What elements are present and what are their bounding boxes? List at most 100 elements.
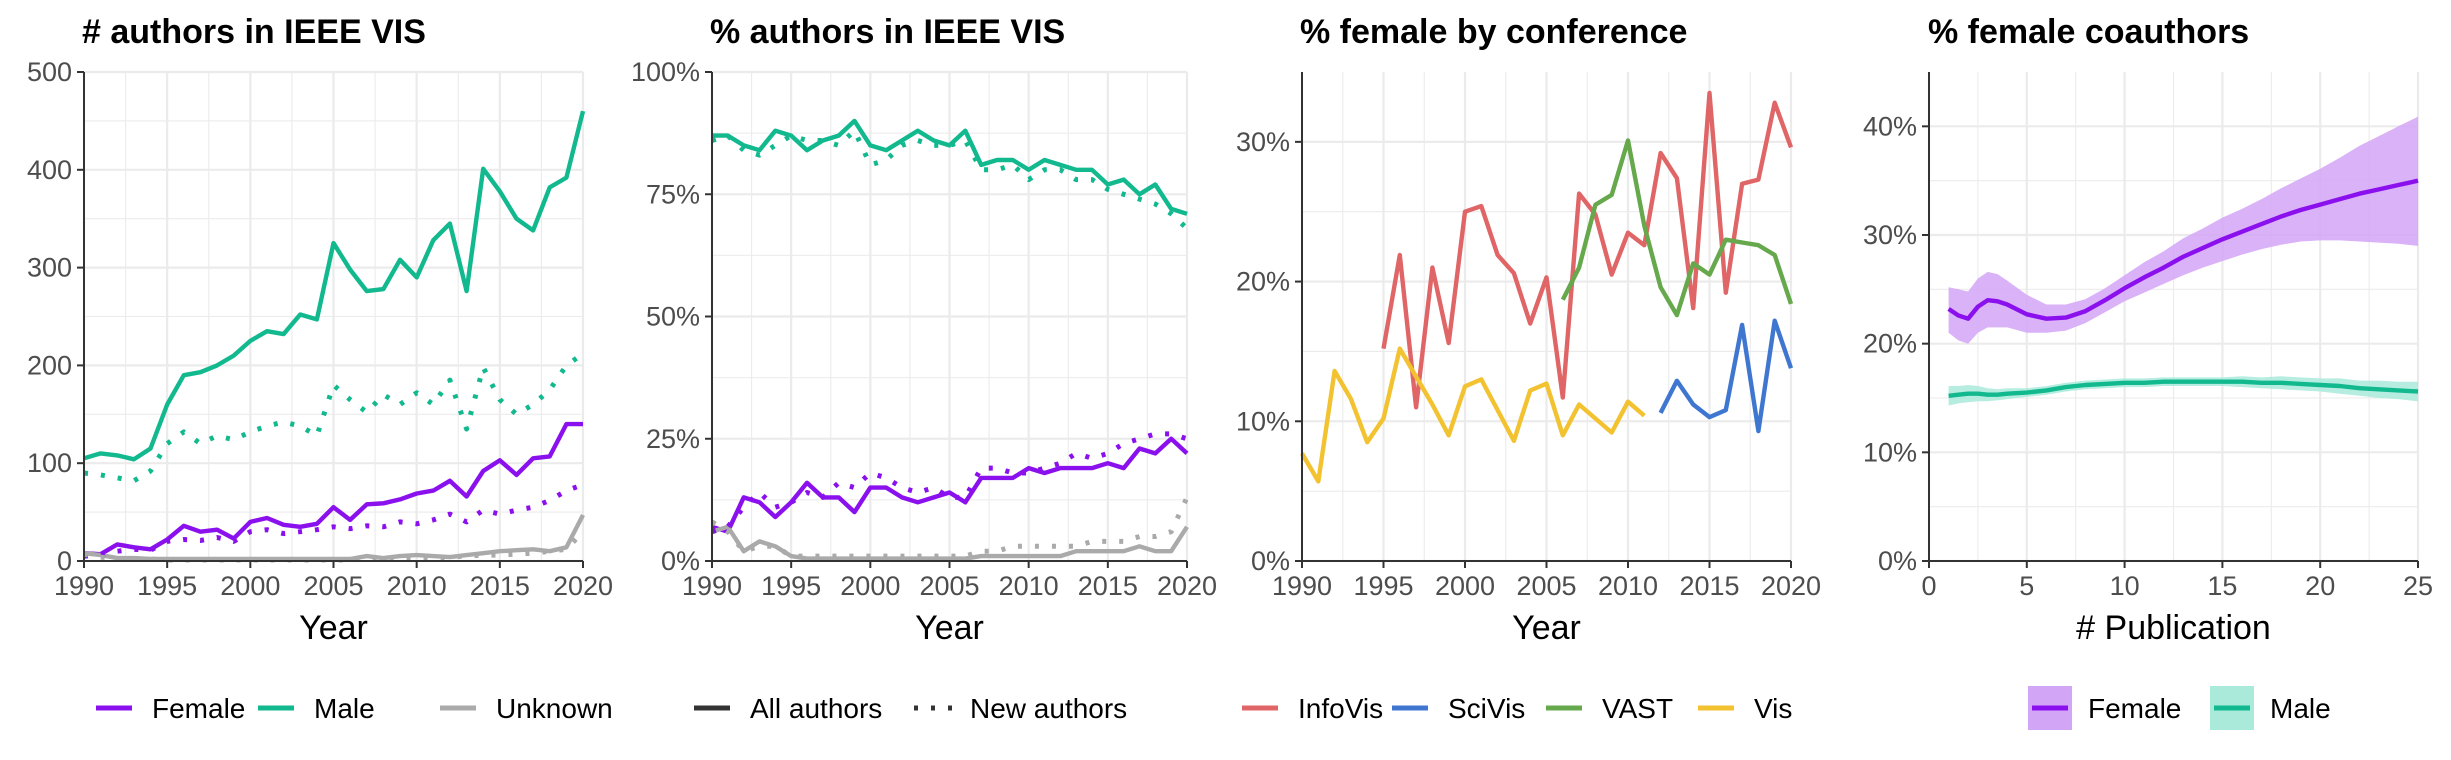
y-tick-label: 500 [27, 57, 72, 87]
chart-title: % female coauthors [1928, 13, 2249, 51]
y-tick-label: 10% [1863, 437, 1917, 467]
legend-label: Male [314, 693, 375, 724]
legend-label: Female [152, 693, 245, 724]
y-tick-label: 10% [1236, 406, 1290, 436]
x-tick-label: 2005 [1516, 571, 1576, 601]
series-line-vast [1560, 138, 1794, 318]
y-tick-label: 20% [1863, 329, 1917, 359]
x-tick-label: 1990 [682, 571, 742, 601]
chart-panel-4: % female coauthors 0 5 10 15 20 25 0% 10% 20% 30% 4… [1863, 13, 2433, 730]
x-tick-label: 0 [1921, 571, 1936, 601]
x-tick-label: 2015 [1078, 571, 1138, 601]
x-axis-title: # Publication [2076, 609, 2271, 647]
legend-item: SciVis [1392, 693, 1525, 724]
x-tick-label: 2010 [999, 571, 1059, 601]
x-tick-label: 2000 [840, 571, 900, 601]
y-tick-label: 0% [661, 546, 700, 576]
y-tick-label: 30% [1863, 220, 1917, 250]
x-tick-label: 5 [2019, 571, 2034, 601]
legend-label: Male [2270, 693, 2331, 724]
x-tick-label: 25 [2403, 571, 2433, 601]
chart-title: # authors in IEEE VIS [82, 13, 426, 51]
chart-panel-3: % female by conference 1990 1995 2000 2005 20… [1236, 13, 1821, 724]
series-line-infovis [1381, 90, 1794, 410]
x-axis-title: Year [299, 609, 368, 647]
y-tick-label: 100 [27, 448, 72, 478]
y-tick-label: 0 [57, 546, 72, 576]
chart-title: % female by conference [1300, 13, 1687, 51]
legend-item: Vis [1698, 693, 1792, 724]
legend-label: SciVis [1448, 693, 1525, 724]
x-tick-label: 2005 [919, 571, 979, 601]
x-tick-label: 2015 [1679, 571, 1739, 601]
x-tick-label: 1995 [761, 571, 821, 601]
legend: InfoVis SciVis VAST Vis [1242, 693, 1792, 724]
legend-label: Female [2088, 693, 2181, 724]
y-tick-label: 50% [646, 302, 700, 332]
x-tick-label: 1990 [54, 571, 114, 601]
series-line-female [1947, 178, 2419, 321]
y-tick-label: 0% [1878, 546, 1917, 576]
gridlines [82, 70, 585, 563]
chart-panel-2: % authors in IEEE VIS 1990 1995 2000 2005 201… [631, 13, 1217, 724]
legend: Female Male [2028, 686, 2331, 730]
x-tick-label: 1990 [1272, 571, 1332, 601]
series-line-male-new [83, 351, 585, 484]
y-tick-label: 400 [27, 155, 72, 185]
x-axis-title: Year [1512, 609, 1581, 647]
series-line-unknown [83, 513, 585, 562]
x-tick-label: 2015 [470, 571, 530, 601]
x-tick-label: 2020 [1761, 571, 1821, 601]
x-tick-label: 1995 [1353, 571, 1413, 601]
x-tick-label: 1995 [137, 571, 197, 601]
legend: All authors New authors [694, 693, 1127, 724]
legend-item: Male [258, 693, 375, 724]
x-tick-label: 10 [2110, 571, 2140, 601]
legend-label: InfoVis [1298, 693, 1383, 724]
y-tick-label: 200 [27, 350, 72, 380]
legend: Female Male Unknown [96, 693, 613, 724]
y-tick-label: 20% [1236, 267, 1290, 297]
legend-item: Male [2210, 686, 2331, 730]
series-line-female-new [83, 482, 584, 559]
series-line-female [711, 436, 1189, 534]
x-tick-label: 2020 [1157, 571, 1217, 601]
y-tick-label: 75% [646, 179, 700, 209]
y-tick-label: 25% [646, 424, 700, 454]
x-tick-label: 2000 [1435, 571, 1495, 601]
x-tick-label: 2005 [303, 571, 363, 601]
series-line-vis [1300, 346, 1646, 484]
x-tick-label: 15 [2207, 571, 2237, 601]
series-line-male [1948, 379, 2419, 398]
series-line-male [712, 118, 1188, 216]
legend-item: Unknown [440, 693, 613, 724]
legend-label: New authors [970, 693, 1127, 724]
x-tick-label: 20 [2305, 571, 2335, 601]
legend-item: InfoVis [1242, 693, 1383, 724]
series-line-male [83, 110, 586, 462]
confidence-ribbon-female [1948, 116, 2418, 344]
series-line-male-new [711, 128, 1189, 231]
x-tick-label: 2000 [220, 571, 280, 601]
series-line-unknown [711, 524, 1189, 561]
y-tick-label: 0% [1251, 546, 1290, 576]
legend-item: VAST [1546, 693, 1673, 724]
y-tick-label: 100% [631, 57, 700, 87]
series-line-scivis [1658, 318, 1794, 434]
legend-item: New authors [914, 693, 1127, 724]
legend-item: Female [96, 693, 245, 724]
x-tick-label: 2020 [553, 571, 613, 601]
x-tick-label: 2010 [387, 571, 447, 601]
chart-title: % authors in IEEE VIS [710, 13, 1065, 51]
x-tick-label: 2010 [1598, 571, 1658, 601]
legend-item: Female [2028, 686, 2181, 730]
y-tick-label: 40% [1863, 111, 1917, 141]
legend-item: All authors [694, 693, 882, 724]
x-axis-title: Year [915, 609, 984, 647]
y-tick-label: 300 [27, 253, 72, 283]
legend-label: Unknown [496, 693, 613, 724]
y-tick-label: 30% [1236, 127, 1290, 157]
